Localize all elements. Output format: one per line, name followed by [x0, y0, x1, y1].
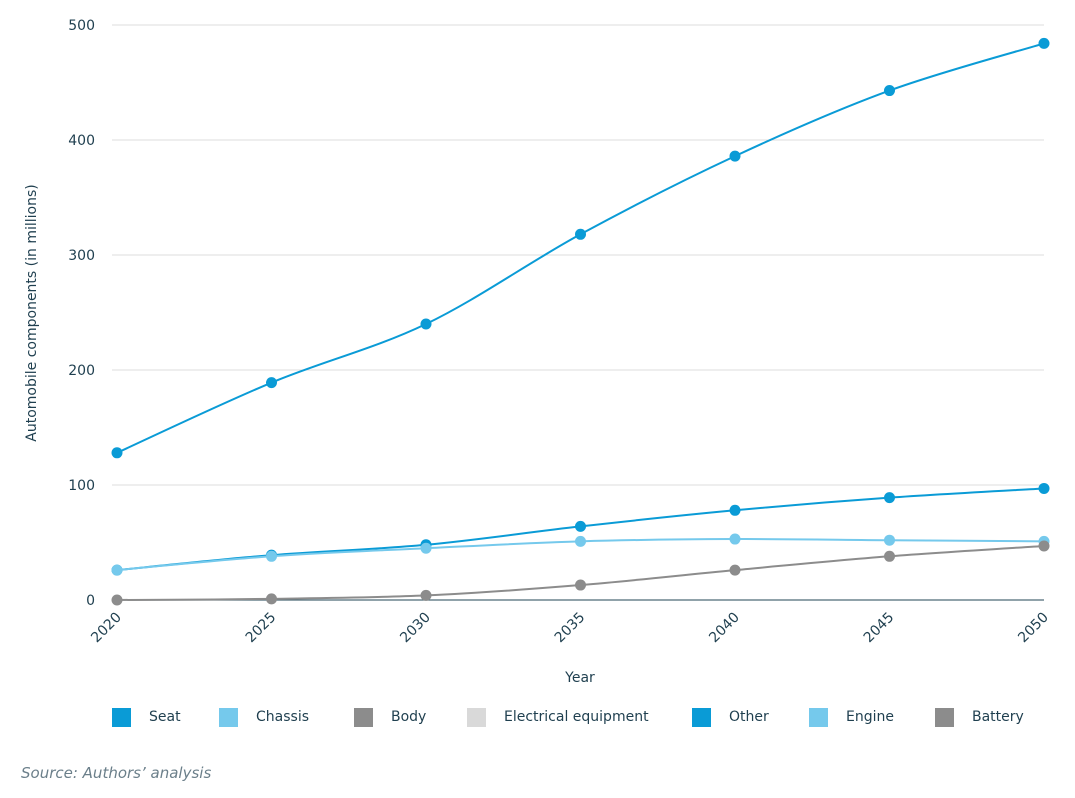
data-point	[729, 150, 741, 162]
x-tick-label: 2035	[552, 610, 589, 647]
data-point	[420, 542, 432, 554]
y-tick-label: 0	[86, 593, 95, 609]
x-axis-ticks: 2020 2025 2030 2035 2040 2045 2050	[88, 610, 1052, 647]
legend-item: Seat	[112, 706, 181, 728]
legend-swatch	[809, 707, 828, 727]
legend-swatch	[219, 707, 238, 727]
series-line	[116, 544, 1045, 601]
grid-lines	[112, 24, 1044, 601]
data-point	[420, 589, 432, 601]
data-point	[266, 550, 277, 562]
series-battery-7	[111, 540, 1050, 606]
legend-item: Electrical equipment	[467, 706, 649, 728]
x-tick-label: 2020	[88, 610, 125, 647]
x-tick-label: 2030	[397, 610, 434, 647]
x-tick-label: 2045	[861, 610, 898, 647]
y-tick-label: 500	[68, 18, 95, 34]
legend-item: Chassis	[219, 706, 309, 728]
data-point	[1038, 482, 1050, 494]
data-point	[575, 535, 586, 547]
data-point	[729, 533, 741, 545]
y-tick-label: 200	[68, 363, 95, 379]
x-tick-label: 2025	[243, 610, 280, 647]
legend-swatch	[935, 707, 954, 727]
data-point	[575, 579, 586, 591]
data-point	[420, 318, 432, 330]
data-point	[111, 594, 123, 606]
series-other-5	[111, 482, 1050, 576]
x-axis-title: Year	[564, 670, 595, 686]
data-point	[884, 492, 895, 504]
data-point	[1038, 37, 1050, 49]
legend-label: Chassis	[256, 709, 309, 725]
data-point	[884, 85, 895, 97]
y-tick-label: 300	[68, 248, 95, 264]
legend-swatch	[692, 707, 711, 727]
legend-item: Engine	[809, 706, 894, 728]
legend-label: Other	[729, 709, 769, 725]
legend-item: Other	[692, 706, 769, 728]
y-axis-ticks: 0 100 200 300 400 500	[68, 18, 95, 609]
x-tick-label: 2050	[1015, 610, 1052, 647]
legend-label: Seat	[149, 709, 181, 725]
y-tick-label: 100	[68, 478, 95, 494]
legend-swatch	[112, 707, 131, 727]
data-point	[729, 564, 741, 576]
data-point	[266, 377, 277, 389]
data-point	[1038, 540, 1050, 552]
legend-item: Battery	[935, 706, 1024, 728]
data-point	[884, 550, 895, 562]
series-layer	[111, 37, 1050, 606]
legend-label: Battery	[972, 709, 1024, 725]
data-point	[575, 228, 586, 240]
legend-label: Engine	[846, 709, 894, 725]
data-point	[111, 564, 123, 576]
legend-swatch	[467, 707, 486, 727]
data-point	[111, 447, 123, 459]
data-point	[266, 593, 277, 605]
legend-label: Electrical equipment	[504, 709, 649, 725]
legend-item: Body	[354, 706, 426, 728]
legend-swatch	[354, 707, 373, 727]
y-axis-title: Automobile components (in millions)	[24, 184, 40, 441]
legend: Seat Chassis Body Electrical equipment Other…	[112, 706, 1052, 728]
series-line	[116, 42, 1045, 454]
data-point	[884, 534, 895, 546]
series-other-4	[111, 37, 1050, 459]
data-point	[575, 520, 586, 532]
x-tick-label: 2040	[706, 610, 743, 647]
y-tick-label: 400	[68, 133, 95, 149]
source-note: Source: Authors’ analysis	[21, 764, 212, 782]
legend-label: Body	[391, 709, 427, 725]
data-point	[729, 504, 741, 516]
